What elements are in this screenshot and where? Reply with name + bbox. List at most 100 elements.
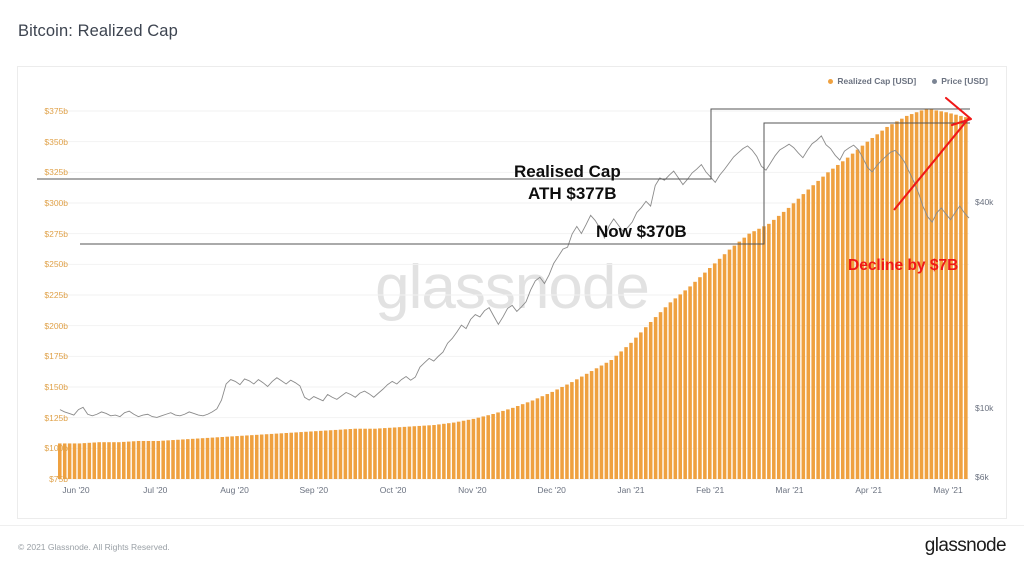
x-axis-tick: Oct '20 (379, 485, 407, 495)
bar (466, 419, 471, 479)
bar (698, 277, 702, 479)
y-axis-left-tick: $150b (44, 382, 68, 392)
bar (520, 404, 525, 479)
bar (304, 431, 308, 479)
bar (762, 226, 766, 479)
ath-leader-line (37, 108, 970, 180)
bar (250, 435, 254, 479)
bar (826, 172, 830, 479)
bar (890, 124, 894, 479)
y-axis-left-tick: $125b (44, 412, 68, 423)
bar (107, 442, 111, 479)
y-axis-right-tick: $40k (975, 197, 994, 207)
bar (146, 440, 151, 479)
bar (575, 379, 579, 479)
bar (757, 228, 761, 479)
bar (722, 254, 727, 479)
bar (880, 130, 884, 479)
bar (525, 402, 530, 479)
bar (811, 185, 815, 479)
bar (565, 384, 569, 479)
bar (427, 425, 431, 479)
bar (131, 441, 136, 479)
bar (151, 440, 156, 479)
realized-cap-bars (58, 108, 968, 480)
bar (855, 149, 860, 479)
bar (634, 337, 638, 479)
bar (914, 112, 919, 480)
bar (496, 412, 500, 479)
y-axis-left-tick: $175b (44, 351, 68, 362)
bar (284, 433, 289, 479)
bar (703, 272, 707, 479)
bar (67, 443, 72, 479)
bar (535, 398, 540, 479)
bar (712, 263, 717, 479)
bar (550, 391, 554, 479)
bar (668, 302, 673, 479)
bar (934, 110, 939, 479)
bar (599, 365, 604, 479)
y-axis-left-tick: $275b (44, 228, 68, 239)
bar (624, 347, 628, 479)
bar (92, 442, 97, 479)
bar (959, 115, 963, 479)
legend-item-price[interactable]: Price [USD] (932, 76, 988, 86)
bar (742, 237, 747, 479)
annotation-decline: Decline by $7B (848, 257, 959, 274)
bar (663, 307, 668, 479)
bar (727, 249, 732, 479)
bar (77, 443, 82, 479)
bar (72, 443, 77, 479)
bar (190, 438, 195, 479)
y-axis-right-tick: $10k (975, 403, 994, 413)
bar (865, 141, 870, 480)
bar (259, 434, 264, 479)
bar (82, 443, 87, 479)
bar (767, 223, 771, 479)
bar (161, 440, 165, 479)
bar (122, 441, 126, 479)
bar (97, 442, 101, 479)
bar (328, 430, 333, 479)
bar (225, 436, 229, 479)
bar (412, 426, 417, 479)
bar (368, 428, 372, 479)
y-axis-left-tick: $200b (44, 320, 68, 331)
bar (117, 442, 121, 479)
bar (264, 434, 269, 479)
bar (181, 439, 185, 479)
annotation-ath-line2: ATH $377B (528, 184, 617, 203)
bar (338, 429, 343, 479)
bar (451, 422, 456, 479)
bar (126, 441, 131, 479)
bar (58, 443, 62, 479)
bar (678, 294, 683, 479)
bar (176, 439, 180, 479)
bar (673, 298, 678, 479)
y-axis-left-tick: $75b (49, 474, 68, 484)
x-axis-tick: Dec '20 (537, 485, 566, 495)
bar (614, 355, 618, 479)
bar (801, 194, 806, 480)
bar (220, 436, 225, 479)
bar (589, 371, 594, 479)
bar (456, 421, 461, 479)
x-axis-tick: Aug '20 (220, 485, 249, 495)
bar (506, 409, 510, 479)
bar (885, 126, 889, 479)
bar (579, 376, 584, 479)
bar (840, 161, 845, 479)
bar (796, 198, 801, 479)
bar (171, 440, 175, 479)
legend-label-price: Price [USD] (941, 76, 988, 86)
bar (570, 382, 574, 479)
legend-item-realized-cap[interactable]: Realized Cap [USD] (828, 76, 916, 86)
copyright-text: © 2021 Glassnode. All Rights Reserved. (18, 542, 170, 552)
bar (186, 439, 190, 479)
bar (515, 406, 520, 479)
bar (584, 373, 589, 479)
bar (964, 117, 968, 479)
bar (397, 427, 402, 479)
